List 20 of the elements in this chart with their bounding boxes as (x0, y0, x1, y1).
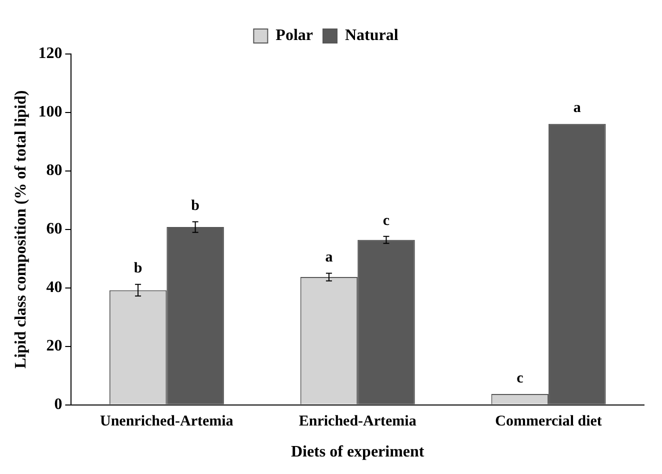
annotation: c (516, 370, 524, 386)
annotation: c (382, 212, 390, 229)
y-tick-label: 60 (46, 220, 62, 238)
y-tick-label: 100 (38, 104, 62, 121)
y-tick-label: 80 (46, 162, 62, 180)
annotation: b (134, 260, 142, 277)
annotation: a (573, 100, 582, 116)
y-tick-label: 120 (38, 45, 62, 62)
annotation: a (325, 250, 334, 266)
y-tick-label: 20 (46, 337, 62, 354)
legend-label: Natural (344, 27, 399, 44)
legend-label: Polar (276, 27, 314, 44)
annotation: b (191, 198, 200, 214)
x-axis-title: Diets of experiment (290, 444, 425, 461)
x-tick-label: Commercial diet (495, 414, 602, 430)
y-tick-label: 0 (54, 396, 62, 413)
x-tick-label: Unenriched-Artemia (100, 414, 234, 430)
y-tick-label: 40 (46, 279, 62, 296)
x-tick-label: Enriched-Artemia (298, 414, 417, 430)
y-axis-title: Lipid class composition (% of total lipid) (12, 90, 30, 369)
